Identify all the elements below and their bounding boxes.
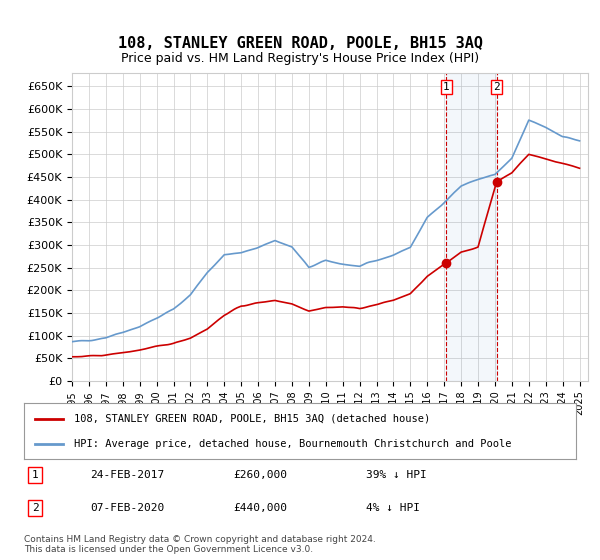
Text: 108, STANLEY GREEN ROAD, POOLE, BH15 3AQ: 108, STANLEY GREEN ROAD, POOLE, BH15 3AQ (118, 36, 482, 52)
Text: Contains HM Land Registry data © Crown copyright and database right 2024.
This d: Contains HM Land Registry data © Crown c… (24, 535, 376, 554)
Text: 1: 1 (443, 82, 450, 92)
Text: HPI: Average price, detached house, Bournemouth Christchurch and Poole: HPI: Average price, detached house, Bour… (74, 438, 511, 449)
Text: 24-FEB-2017: 24-FEB-2017 (90, 470, 164, 480)
Text: Price paid vs. HM Land Registry's House Price Index (HPI): Price paid vs. HM Land Registry's House … (121, 52, 479, 64)
Text: 07-FEB-2020: 07-FEB-2020 (90, 503, 164, 513)
Text: 2: 2 (32, 503, 38, 513)
Text: £260,000: £260,000 (234, 470, 288, 480)
Text: £440,000: £440,000 (234, 503, 288, 513)
Bar (446, 73, 497, 381)
Text: 108, STANLEY GREEN ROAD, POOLE, BH15 3AQ (detached house): 108, STANLEY GREEN ROAD, POOLE, BH15 3AQ… (74, 414, 430, 424)
Text: 1: 1 (32, 470, 38, 480)
Text: 2: 2 (493, 82, 500, 92)
Text: 4% ↓ HPI: 4% ↓ HPI (366, 503, 420, 513)
Text: 39% ↓ HPI: 39% ↓ HPI (366, 470, 427, 480)
